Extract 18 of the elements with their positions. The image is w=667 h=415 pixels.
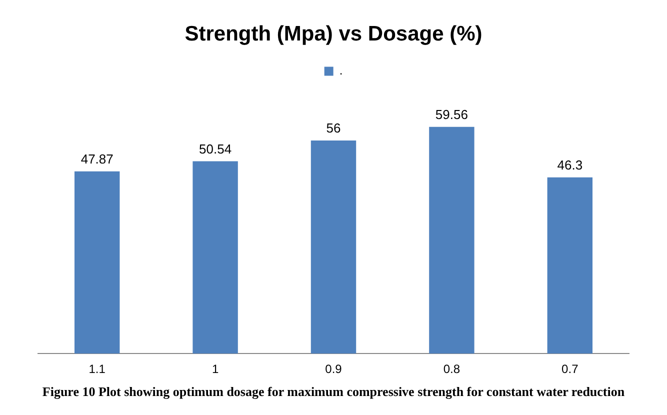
bar: [547, 177, 593, 354]
x-tick-label: 0.9: [325, 362, 342, 376]
x-tick-label: 1.1: [88, 362, 106, 376]
data-label: 46.3: [557, 157, 583, 172]
caption: Figure 10 Plot showing optimum dosage for maximum compressive strength for constant water reduction: [41, 384, 626, 400]
x-tick-label: 1: [212, 362, 219, 376]
data-label: 56: [326, 120, 341, 136]
x-tick-label: 0.8: [443, 362, 460, 376]
legend-label: .: [339, 64, 343, 78]
data-label: 47.87: [80, 152, 114, 166]
bar: [310, 140, 356, 354]
bar: [429, 126, 474, 354]
bar: [74, 171, 120, 354]
data-label: 50.54: [199, 141, 232, 156]
bar: [192, 161, 238, 354]
chart-title: Strength (Mpa) vs Dosage (%): [184, 22, 482, 46]
x-tick-label: 0.7: [562, 362, 579, 376]
data-label: 59.56: [435, 107, 468, 122]
